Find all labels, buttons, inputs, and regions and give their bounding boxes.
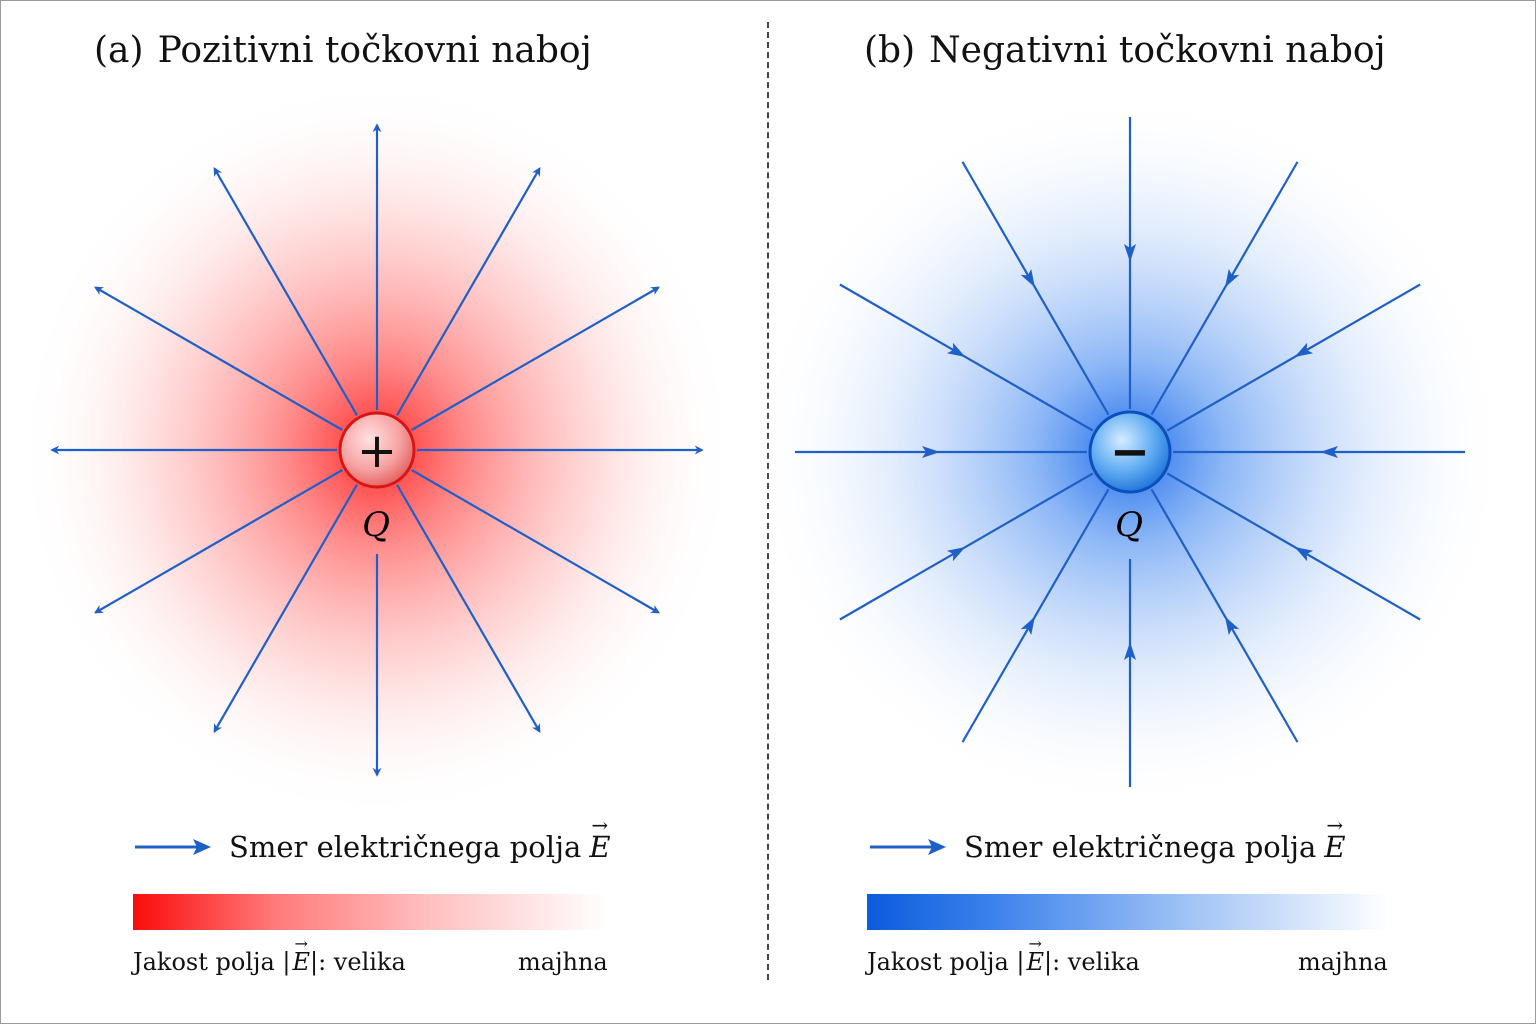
field-arrowhead xyxy=(1225,268,1240,288)
legend-arrow-icon xyxy=(135,839,211,855)
legend-arrow-icon xyxy=(870,839,946,855)
charge-label-a: Q xyxy=(362,505,390,545)
scale-a-low: majhna xyxy=(518,948,608,976)
field-arrowhead xyxy=(1020,268,1035,288)
scale-label-b: Jakost polja |E|: velika xyxy=(867,948,1140,976)
scale-b-symbol: E xyxy=(1026,948,1044,976)
panel-b-title-text: Negativni točkovni naboj xyxy=(929,30,1386,71)
panel-b-title: (b) Negativni točkovni naboj xyxy=(864,30,1386,71)
field-line xyxy=(1166,472,1421,621)
legend-b-symbol: E xyxy=(1324,813,1345,864)
strength-bar-a xyxy=(133,894,607,930)
field-arrowhead xyxy=(946,342,966,357)
field-arrowhead xyxy=(1320,446,1338,458)
field-line xyxy=(1150,161,1299,416)
field-line xyxy=(839,472,1094,621)
field-line xyxy=(213,484,358,734)
field-lines-a xyxy=(50,123,704,777)
panel-b-tag: (b) xyxy=(864,30,916,71)
field-line xyxy=(839,283,1094,432)
field-line xyxy=(961,488,1110,743)
scale-b-suffix: |: velika xyxy=(1044,948,1140,976)
field-arrowhead xyxy=(1294,547,1314,562)
field-lines-b xyxy=(795,117,1465,787)
field-arrowhead xyxy=(1225,616,1240,636)
legend-b-text: Smer električnega polja xyxy=(964,830,1317,864)
legend-a-text: Smer električnega polja xyxy=(229,830,582,864)
panel-a-title: (a) Pozitivni točkovni naboj xyxy=(94,30,592,71)
field-line xyxy=(411,469,661,614)
field-arrowhead xyxy=(946,547,966,562)
field-arrowhead xyxy=(922,446,940,458)
scale-a-text: Jakost polja | xyxy=(133,948,291,976)
field-arrowhead xyxy=(1124,642,1136,660)
field-line xyxy=(213,166,358,416)
scale-label-a: Jakost polja |E|: velika xyxy=(133,948,406,976)
scale-b-low: majhna xyxy=(1298,948,1388,976)
legend-a: Smer električnega polja E xyxy=(133,813,610,872)
panel-a-tag: (a) xyxy=(94,30,144,71)
negative-sign: − xyxy=(1110,424,1150,480)
field-arrowhead xyxy=(1020,616,1035,636)
scale-a-suffix: |: velika xyxy=(310,948,406,976)
negative-charge: − xyxy=(1088,410,1172,494)
field-line xyxy=(396,166,541,416)
field-line xyxy=(1150,488,1299,743)
charge-label-b: Q xyxy=(1115,505,1143,545)
scale-a-symbol: E xyxy=(292,948,310,976)
field-arrowhead xyxy=(1294,342,1314,357)
field-line xyxy=(93,469,343,614)
legend-b: Smer električnega polja E xyxy=(868,813,1345,872)
field-line xyxy=(961,161,1110,416)
positive-sign: + xyxy=(357,423,397,479)
scale-b-text: Jakost polja | xyxy=(867,948,1025,976)
field-line xyxy=(93,286,343,431)
positive-charge: + xyxy=(338,411,416,489)
strength-bar-b xyxy=(867,894,1389,930)
field-line xyxy=(411,286,661,431)
field-line xyxy=(1166,283,1421,432)
panel-a-title-text: Pozitivni točkovni naboj xyxy=(157,30,592,71)
legend-a-symbol: E xyxy=(589,813,610,864)
field-line xyxy=(396,484,541,734)
field-arrowhead xyxy=(1124,244,1136,262)
